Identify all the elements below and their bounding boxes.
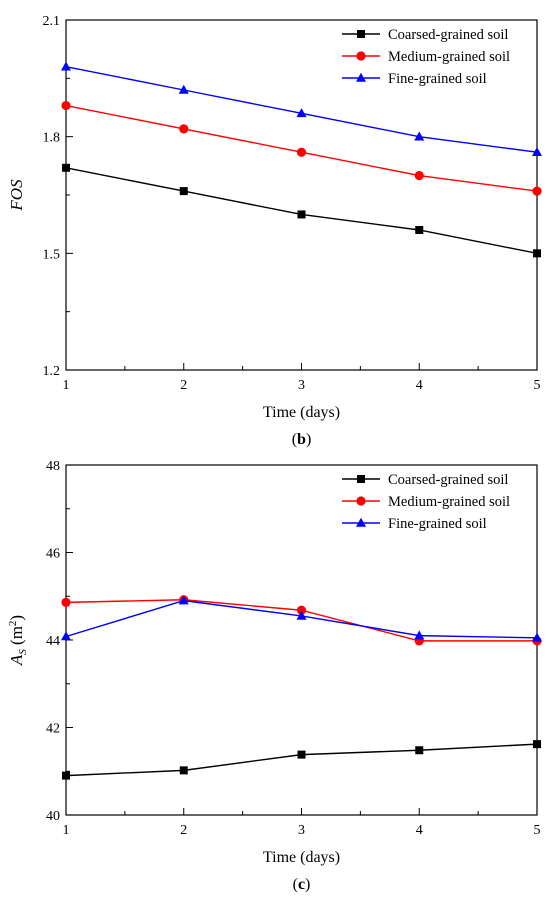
- data-point-marker: [179, 766, 188, 775]
- y-axis-label-superscript: 2: [7, 621, 19, 627]
- legend-marker: [357, 30, 365, 38]
- legend-marker: [356, 517, 366, 527]
- legend-marker: [356, 72, 366, 82]
- data-point-marker: [532, 632, 542, 642]
- data-point-marker: [297, 210, 306, 219]
- legend-label: Medium-grained soil: [388, 494, 510, 510]
- data-point-marker: [62, 771, 70, 780]
- panel-caption-open: (: [293, 876, 298, 893]
- x-tick-label: 5: [534, 378, 541, 393]
- y-axis-label-close: ): [7, 615, 26, 621]
- data-point-marker: [415, 746, 424, 755]
- panel-caption-letter: b: [297, 431, 306, 448]
- panel-caption-close: ): [305, 876, 310, 893]
- y-axis-label: FOS: [7, 179, 26, 212]
- series-2: [61, 595, 542, 646]
- legend: Coarsed-grained soil Medium-grained soil F…: [342, 472, 510, 532]
- x-tick-label: 4: [416, 378, 423, 393]
- legend-label: Fine-grained soil: [388, 516, 487, 532]
- y-tick-label: 1.8: [43, 131, 61, 146]
- data-point-marker: [61, 597, 71, 607]
- y-axis-label: AS (m2): [7, 615, 29, 666]
- legend-label: Coarsed-grained soil: [388, 27, 508, 43]
- x-tick-label: 2: [180, 378, 187, 393]
- x-tick-label: 2: [180, 823, 187, 838]
- series-line: [65, 743, 538, 777]
- data-point-marker: [297, 750, 306, 759]
- y-tick-label: 44: [46, 634, 60, 649]
- panel-caption: (b): [292, 431, 312, 448]
- data-point-marker: [178, 84, 189, 94]
- panel-caption-close: ): [306, 431, 311, 448]
- y-tick-label: 1.2: [43, 364, 61, 379]
- data-point-marker: [179, 187, 188, 196]
- legend-label: Medium-grained soil: [388, 49, 510, 65]
- legend-label: Coarsed-grained soil: [388, 472, 508, 488]
- y-tick-label: 1.5: [43, 247, 61, 262]
- series-3: [61, 595, 542, 642]
- legend-marker: [356, 496, 366, 506]
- data-point-marker: [61, 100, 71, 111]
- data-point-marker: [532, 147, 542, 157]
- data-point-marker: [533, 740, 541, 749]
- series-2: [61, 100, 542, 196]
- data-point-marker: [296, 605, 307, 615]
- legend-marker: [357, 475, 365, 483]
- x-axis-label: Time (days): [263, 404, 340, 421]
- data-point-marker: [533, 249, 541, 258]
- series-1: [62, 740, 541, 780]
- y-tick-label: 46: [46, 547, 60, 562]
- data-point-marker: [296, 147, 307, 157]
- data-point-marker: [179, 124, 189, 134]
- x-axis-label: Time (days): [263, 849, 340, 866]
- data-point-marker: [296, 610, 307, 620]
- x-tick-label: 1: [63, 378, 70, 393]
- x-tick-label: 3: [298, 823, 305, 838]
- panel-caption: (c): [293, 876, 311, 893]
- x-tick-label: 1: [63, 823, 70, 838]
- x-tick-label: 5: [534, 823, 541, 838]
- data-point-marker: [61, 61, 71, 71]
- panel-caption-letter: c: [298, 876, 305, 893]
- chart-panel-b: 1 2 3 4 5 1.2 1.5 1.8 2.1 Time (days) FOS (b) Coarse…: [7, 14, 542, 448]
- y-tick-label: 40: [46, 809, 60, 824]
- data-point-marker: [414, 131, 425, 141]
- y-axis-label-subscript: S: [17, 649, 29, 655]
- series-3: [61, 61, 542, 157]
- legend-label: Fine-grained soil: [388, 71, 487, 87]
- x-tick-label: 3: [298, 378, 305, 393]
- data-point-marker: [532, 186, 542, 196]
- y-tick-label: 2.1: [43, 14, 61, 29]
- x-tick-label: 4: [416, 823, 423, 838]
- data-point-marker: [296, 108, 307, 118]
- data-point-marker: [415, 226, 424, 234]
- y-tick-label: 48: [46, 459, 60, 474]
- y-axis-label-symbol: A: [7, 654, 26, 666]
- data-point-marker: [178, 595, 189, 605]
- data-point-marker: [414, 630, 425, 640]
- panel-caption-open: (: [292, 431, 297, 448]
- data-point-marker: [61, 631, 71, 641]
- legend: Coarsed-grained soil Medium-grained soil F…: [342, 27, 510, 87]
- series-1: [62, 163, 541, 258]
- data-point-marker: [62, 163, 70, 172]
- data-point-marker: [414, 170, 424, 181]
- legend-marker: [356, 51, 366, 61]
- y-axis-label-unit: (m: [7, 626, 26, 649]
- y-tick-label: 42: [46, 722, 60, 737]
